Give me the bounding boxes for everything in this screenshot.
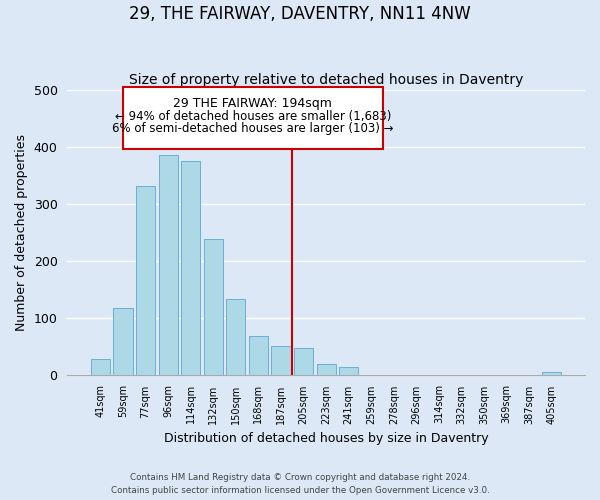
Bar [317,364,336,374]
Bar [271,346,290,374]
Text: 29 THE FAIRWAY: 194sqm: 29 THE FAIRWAY: 194sqm [173,97,332,110]
Bar [181,162,200,374]
Bar [136,186,155,374]
FancyBboxPatch shape [123,86,383,150]
Title: Size of property relative to detached houses in Daventry: Size of property relative to detached ho… [129,73,523,87]
Text: 6% of semi-detached houses are larger (103) →: 6% of semi-detached houses are larger (1… [112,122,394,135]
Bar [542,372,562,374]
Text: ← 94% of detached houses are smaller (1,683): ← 94% of detached houses are smaller (1,… [115,110,391,122]
Bar [203,240,223,374]
Bar [339,367,358,374]
X-axis label: Distribution of detached houses by size in Daventry: Distribution of detached houses by size … [164,432,488,445]
Bar [226,300,245,374]
Text: Contains HM Land Registry data © Crown copyright and database right 2024.
Contai: Contains HM Land Registry data © Crown c… [110,474,490,495]
Text: 29, THE FAIRWAY, DAVENTRY, NN11 4NW: 29, THE FAIRWAY, DAVENTRY, NN11 4NW [129,5,471,23]
Y-axis label: Number of detached properties: Number of detached properties [15,134,28,330]
Bar [91,358,110,374]
Bar [249,336,268,374]
Bar [158,154,178,374]
Bar [294,348,313,374]
Bar [113,308,133,374]
